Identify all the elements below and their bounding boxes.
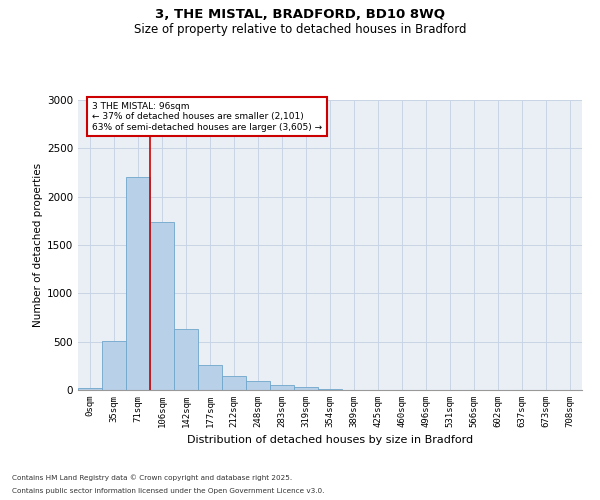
Bar — [78, 388, 102, 390]
Bar — [222, 376, 246, 390]
Bar — [294, 387, 318, 390]
Text: Contains HM Land Registry data © Crown copyright and database right 2025.: Contains HM Land Registry data © Crown c… — [12, 474, 292, 481]
Bar — [174, 329, 198, 390]
Text: 3, THE MISTAL, BRADFORD, BD10 8WQ: 3, THE MISTAL, BRADFORD, BD10 8WQ — [155, 8, 445, 20]
Text: Contains public sector information licensed under the Open Government Licence v3: Contains public sector information licen… — [12, 488, 325, 494]
Bar — [318, 389, 342, 390]
Bar — [270, 384, 294, 390]
Bar — [150, 222, 174, 390]
Bar — [102, 340, 126, 390]
Text: 3 THE MISTAL: 96sqm
← 37% of detached houses are smaller (2,101)
63% of semi-det: 3 THE MISTAL: 96sqm ← 37% of detached ho… — [92, 102, 322, 132]
X-axis label: Distribution of detached houses by size in Bradford: Distribution of detached houses by size … — [187, 436, 473, 446]
Text: Size of property relative to detached houses in Bradford: Size of property relative to detached ho… — [134, 22, 466, 36]
Y-axis label: Number of detached properties: Number of detached properties — [33, 163, 43, 327]
Bar — [198, 365, 222, 390]
Bar — [246, 382, 270, 390]
Bar — [126, 178, 150, 390]
